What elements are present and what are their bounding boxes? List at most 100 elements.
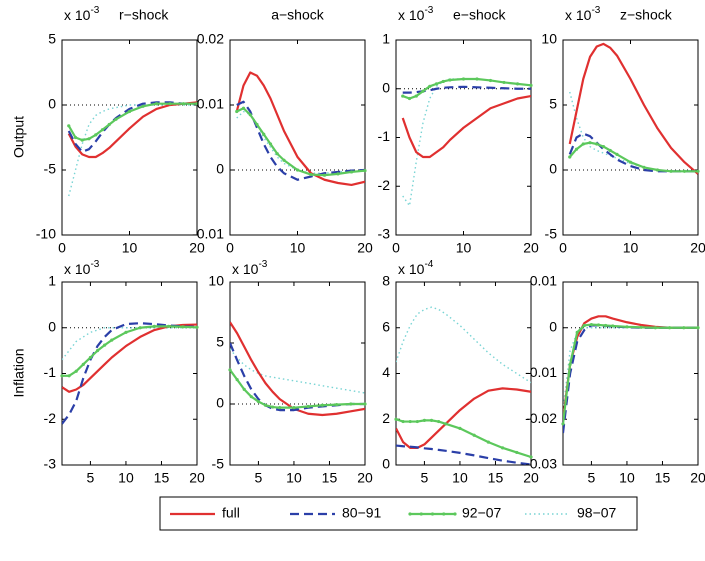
series-marker (581, 142, 585, 146)
series-line (568, 42, 698, 175)
series-marker (667, 326, 672, 330)
series-marker (107, 122, 111, 127)
x-tick-label: 15 (488, 470, 504, 486)
series-line (396, 444, 531, 465)
series-marker (74, 369, 78, 373)
multiplier-exponent: -3 (90, 5, 99, 16)
x-tick-label: 0 (392, 240, 400, 256)
series-marker (138, 326, 142, 330)
y-tick-label: 0 (549, 318, 557, 334)
y-tick-label: 1 (48, 273, 56, 289)
y-tick-label: -0.03 (525, 456, 557, 472)
series-marker (110, 338, 114, 342)
y-tick-label: 0 (216, 161, 224, 177)
series-marker (568, 155, 572, 159)
axes-frame (61, 281, 198, 466)
chart-title: r−shock (119, 7, 169, 23)
x-tick-label: 20 (690, 470, 705, 486)
series-marker (601, 145, 606, 149)
y-tick-label: 0 (382, 456, 390, 472)
series-marker (95, 349, 100, 353)
chart-title: a−shock (271, 7, 325, 23)
series-marker (655, 168, 660, 172)
series-marker (363, 169, 367, 173)
series-line (230, 321, 365, 417)
x-tick-label: 15 (154, 470, 170, 486)
multiplier-exponent: -4 (424, 259, 433, 270)
series-marker (682, 169, 687, 173)
series-marker (141, 104, 145, 108)
series-marker (475, 77, 479, 81)
series-marker (228, 368, 232, 372)
series-marker (444, 422, 448, 426)
series-marker (428, 84, 432, 88)
series-marker (422, 418, 427, 422)
series-marker (292, 406, 296, 410)
series-marker (568, 362, 572, 366)
series-marker (502, 80, 506, 85)
series-marker (282, 158, 286, 162)
series-marker (500, 446, 505, 450)
series-marker (575, 330, 579, 334)
x-tick-label: 20 (357, 240, 373, 256)
series-marker (235, 378, 239, 382)
legend-marker (430, 512, 435, 516)
series-marker (639, 325, 643, 329)
y-tick-label: -3 (378, 226, 391, 242)
x-tick-label: 20 (523, 240, 539, 256)
x-tick-label: 20 (357, 470, 373, 486)
chart-title: z−shock (620, 7, 673, 23)
series-marker (278, 406, 282, 410)
chart-title: e−shock (453, 7, 507, 23)
series-marker (696, 169, 700, 173)
series-marker (458, 426, 462, 430)
series-marker (295, 168, 300, 172)
series-marker (322, 173, 327, 177)
y-tick-label: 10 (208, 273, 224, 289)
x-tick-label: 5 (255, 470, 263, 486)
series-marker (241, 106, 246, 110)
series-marker (256, 399, 261, 404)
y-tick-label: -10 (36, 226, 56, 242)
series-marker (515, 450, 519, 455)
x-tick-label: 20 (189, 470, 205, 486)
series-marker (529, 455, 533, 459)
series-line (402, 85, 531, 94)
series-marker (100, 128, 105, 132)
multiplier-base: x 10 (565, 7, 592, 23)
series-marker (414, 94, 418, 98)
series-marker (242, 387, 246, 391)
y-tick-label: -0.01 (525, 364, 557, 380)
series-line (563, 323, 698, 424)
series-marker (154, 102, 159, 106)
x-tick-label: 10 (619, 470, 635, 486)
y-tick-label: 0 (216, 395, 224, 411)
series-marker (275, 152, 279, 156)
y-tick-label: -3 (44, 456, 57, 472)
series-marker (604, 323, 608, 328)
x-tick-label: 5 (588, 470, 596, 486)
y-tick-label: 0 (48, 96, 56, 112)
series-marker (263, 403, 268, 407)
series-marker (515, 82, 520, 86)
multiplier-exponent: -3 (258, 259, 267, 270)
axes-frame (395, 39, 532, 236)
series-marker (262, 132, 266, 136)
x-tick-label: 10 (456, 240, 472, 256)
series-marker (615, 152, 619, 156)
series-marker (628, 160, 633, 164)
x-tick-label: 10 (452, 470, 468, 486)
y-tick-label: 8 (382, 273, 390, 289)
series-marker (582, 323, 586, 328)
y-tick-label: -0.02 (525, 410, 557, 426)
series-marker (408, 419, 412, 424)
multiplier-exponent: -3 (424, 5, 433, 16)
series-marker (320, 403, 324, 407)
series-marker (349, 170, 354, 174)
series-marker (152, 324, 156, 328)
legend-marker (442, 512, 446, 516)
series-marker (195, 325, 199, 329)
series-marker (67, 374, 71, 378)
series-marker (574, 147, 579, 151)
series-marker (595, 142, 599, 146)
